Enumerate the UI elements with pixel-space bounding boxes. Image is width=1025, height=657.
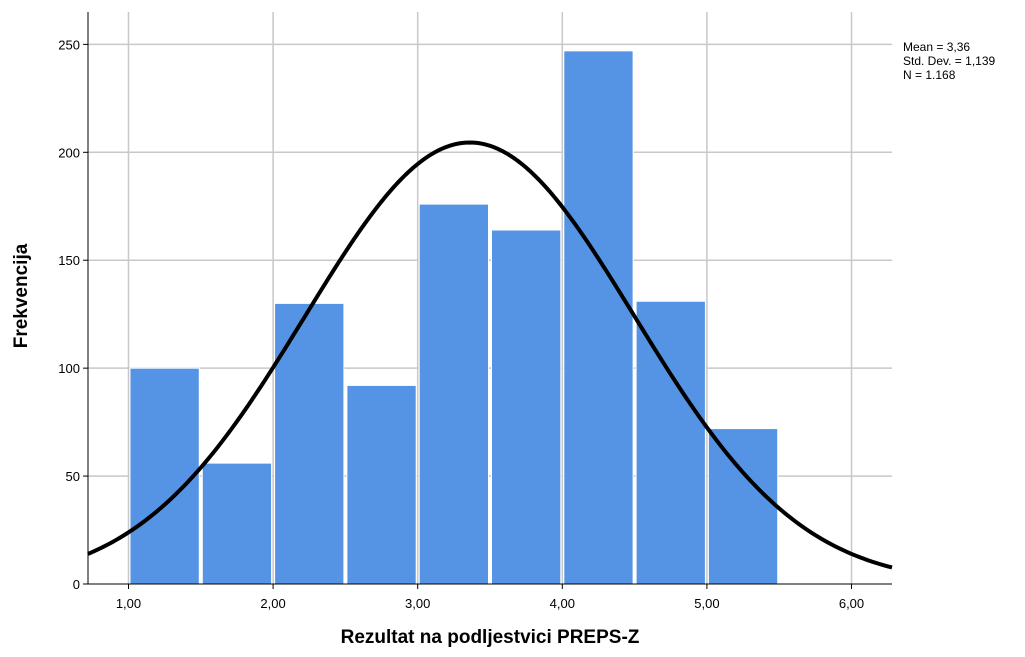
normal-curve: [87, 140, 893, 570]
histogram-bar: [563, 50, 634, 585]
histogram-bar: [129, 367, 200, 585]
stats-n: N = 1.168: [903, 68, 956, 82]
histogram-bar: [707, 428, 779, 585]
histogram-bar: [346, 384, 417, 585]
x-tick-label: 1,00: [116, 596, 141, 611]
histogram-bar: [491, 229, 562, 585]
x-tick-label: 5,00: [694, 596, 719, 611]
y-tick-label: 200: [58, 145, 80, 160]
histogram-bar: [635, 300, 706, 585]
y-tick-label: 0: [73, 577, 80, 592]
normal-curve-layer: [87, 140, 893, 570]
x-tick-label: 6,00: [839, 596, 864, 611]
x-tick-label: 2,00: [260, 596, 285, 611]
y-tick-label: 50: [66, 469, 80, 484]
x-tick-label: 4,00: [550, 596, 575, 611]
y-tick-label: 150: [58, 253, 80, 268]
stats-std-dev: Std. Dev. = 1,139: [903, 54, 995, 68]
histogram-bar: [201, 462, 273, 585]
y-axis-title: Frekvencija: [11, 243, 32, 348]
histogram-bars: [129, 50, 779, 585]
stats-mean: Mean = 3,36: [903, 40, 970, 54]
axes: [87, 12, 892, 585]
y-tick-label: 100: [58, 361, 80, 376]
tick-labels: 0 50 100 150 200 250 1,00 2,00 3,00 4,00 5,00 6,00: [58, 37, 864, 611]
y-tick-label: 250: [58, 37, 80, 52]
histogram-bar: [418, 203, 489, 585]
x-tick-label: 3,00: [405, 596, 430, 611]
x-axis-title: Rezultat na podljestvici PREPS-Z: [341, 627, 640, 648]
stats-box: Mean = 3,36 Std. Dev. = 1,139 N = 1.168: [903, 40, 995, 82]
